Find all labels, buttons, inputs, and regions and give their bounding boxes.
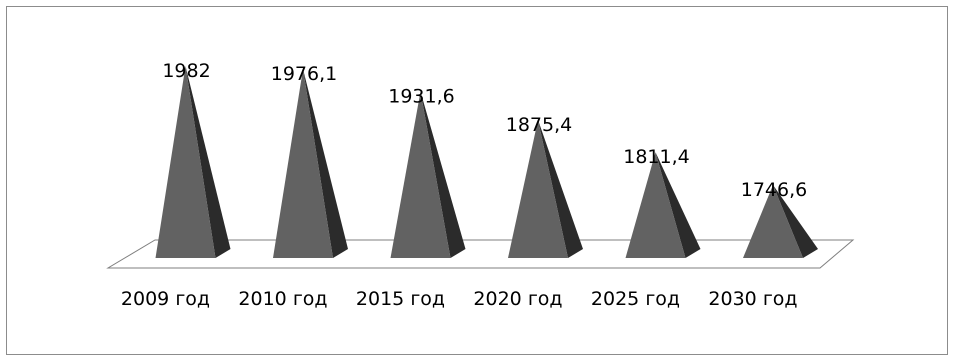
pyramid-side-face	[655, 152, 701, 258]
data-label: 1875,4	[506, 114, 572, 136]
pyramid-side-face	[773, 185, 818, 258]
pyramid-side-face	[185, 66, 231, 258]
category-tick-label: 2030 год	[708, 288, 797, 310]
pyramid-front-face	[743, 185, 803, 258]
pyramid-front-face	[273, 68, 333, 259]
pyramid-bar	[273, 68, 348, 259]
data-label: 1931,6	[388, 85, 454, 107]
pyramid-series	[155, 66, 818, 259]
data-label: 1982	[162, 60, 210, 82]
pyramid-front-face	[155, 66, 216, 258]
category-labels: 2009 год 2010 год 2015 год 2020 год 2025 год…	[121, 288, 798, 310]
pyramid-front-face	[625, 152, 686, 258]
data-label: 1746,6	[741, 179, 807, 201]
category-tick-label: 2025 год	[591, 288, 680, 310]
pyramid-side-face	[420, 91, 466, 258]
chart-frame	[6, 6, 948, 355]
pyramid-front-face	[508, 119, 568, 258]
pyramid-front-face	[390, 91, 451, 258]
pyramid-bar	[155, 66, 231, 258]
pyramid-side-face	[303, 68, 348, 259]
pyramid-bar	[743, 185, 818, 258]
data-label: 1976,1	[271, 63, 337, 85]
pyramid-side-face	[538, 119, 583, 258]
category-tick-label: 2020 год	[473, 288, 562, 310]
pyramid-bar	[390, 91, 466, 258]
value-labels: 1982 1976,1 1931,6 1875,4 1811,4 1746,6	[162, 60, 807, 201]
category-tick-label: 2015 год	[356, 288, 445, 310]
data-label: 1811,4	[623, 146, 689, 168]
pyramid-bar	[625, 152, 701, 258]
category-tick-label: 2010 год	[238, 288, 327, 310]
pyramid-bar	[508, 119, 583, 258]
category-tick-label: 2009 год	[121, 288, 210, 310]
